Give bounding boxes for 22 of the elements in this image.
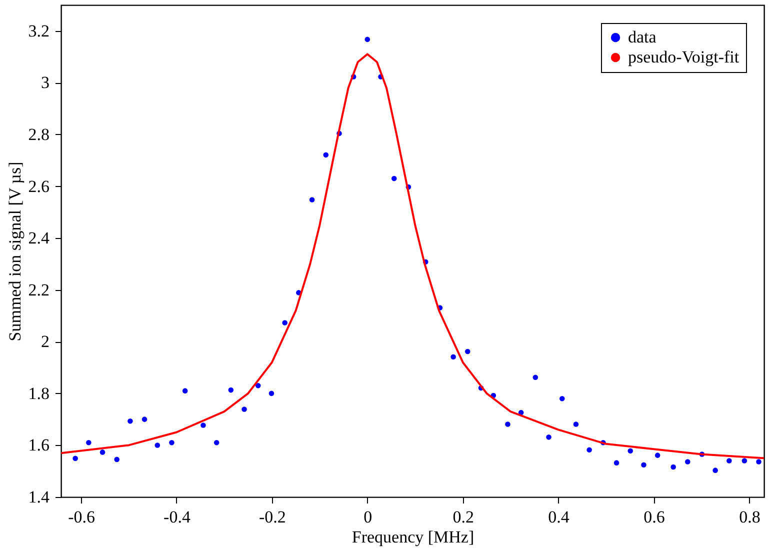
x-tick-label: 0.2 xyxy=(452,508,474,526)
y-tick-label: 2 xyxy=(41,332,50,352)
x-tick-label: 0.4 xyxy=(548,508,570,526)
y-tick-label: 2.6 xyxy=(28,176,50,196)
y-tick-label: 2.8 xyxy=(28,124,50,144)
y-tick-label: 1.6 xyxy=(28,436,50,455)
x-tick-label: -0.6 xyxy=(68,508,96,526)
x-tick-label: 0.8 xyxy=(739,508,760,526)
x-tick-label: -0.4 xyxy=(164,508,191,526)
x-tick-label: -0.2 xyxy=(258,508,286,526)
x-tick-label: 0.6 xyxy=(644,508,665,526)
y-axis-title: Summed ion signal [V µs] xyxy=(5,162,24,342)
y-tick-label: 3 xyxy=(41,73,50,92)
y-tick-label: 3.2 xyxy=(28,21,50,40)
legend-label: data xyxy=(628,28,657,46)
y-tick-label: 1.8 xyxy=(28,384,50,403)
y-tick-label: 2.2 xyxy=(28,280,50,300)
x-axis-title: Frequency [MHz] xyxy=(352,528,474,546)
y-tick-label: 1.4 xyxy=(28,488,50,506)
x-tick-label: 0 xyxy=(364,508,372,526)
y-tick-label: 2.4 xyxy=(28,228,50,248)
legend-label: pseudo-Voigt-fit xyxy=(628,48,740,66)
